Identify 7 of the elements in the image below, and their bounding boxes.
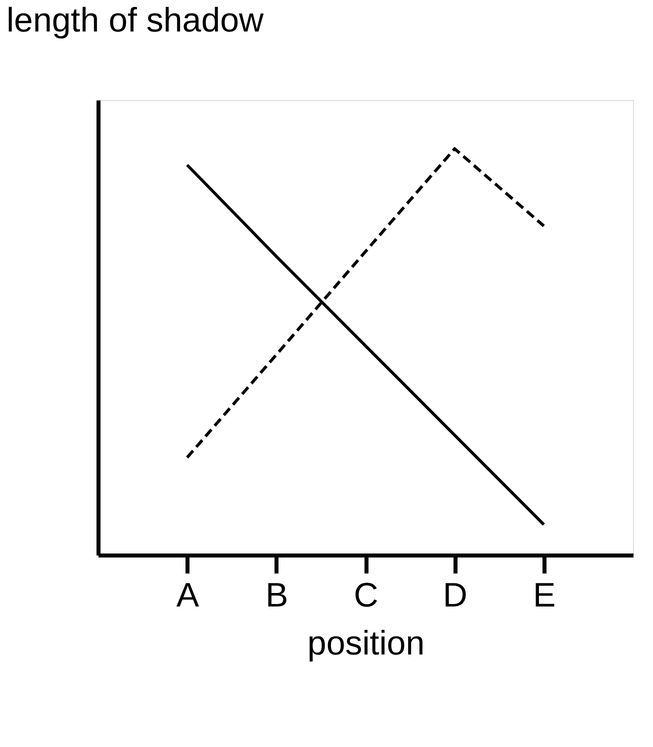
x-axis-title: position <box>307 624 425 662</box>
x-tick-label: C <box>354 576 378 614</box>
x-tick-label: B <box>265 576 288 614</box>
y-axis-title: length of shadow <box>6 2 264 40</box>
x-tick-label: D <box>442 576 468 614</box>
x-tick-label: A <box>176 576 200 614</box>
x-tick-label: E <box>532 576 556 614</box>
